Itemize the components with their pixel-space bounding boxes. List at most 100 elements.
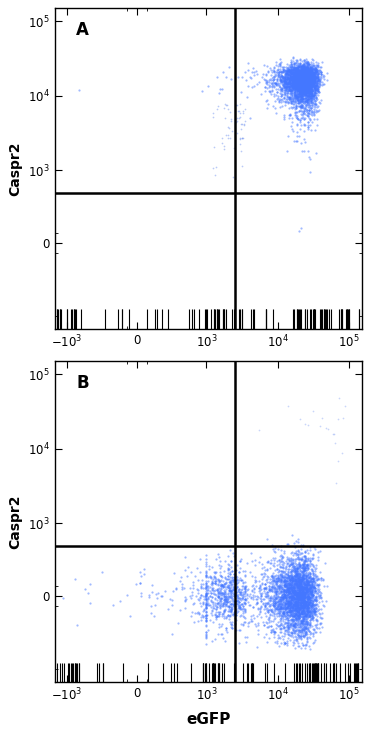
Point bbox=[300, 77, 306, 89]
Point bbox=[308, 95, 314, 107]
Point bbox=[293, 631, 299, 643]
Point bbox=[212, 577, 218, 589]
Point bbox=[267, 591, 273, 603]
Point bbox=[313, 602, 319, 614]
Point bbox=[238, 553, 244, 565]
Point bbox=[312, 82, 318, 93]
Point bbox=[296, 592, 302, 604]
Point bbox=[252, 617, 258, 629]
Point bbox=[305, 59, 311, 71]
Point bbox=[285, 62, 291, 74]
Point bbox=[302, 85, 308, 96]
Point bbox=[285, 565, 291, 577]
Point bbox=[238, 145, 244, 157]
Point bbox=[154, 592, 160, 604]
Point bbox=[302, 71, 308, 82]
Point bbox=[217, 587, 223, 599]
Point bbox=[300, 62, 306, 74]
Point bbox=[276, 583, 282, 595]
Point bbox=[307, 607, 313, 619]
Point bbox=[297, 614, 303, 626]
Point bbox=[303, 606, 309, 617]
Point bbox=[310, 71, 316, 83]
Point bbox=[296, 579, 302, 591]
Point bbox=[315, 553, 321, 565]
Point bbox=[296, 100, 302, 112]
Point bbox=[310, 79, 316, 90]
Point bbox=[292, 80, 298, 92]
Point bbox=[295, 91, 301, 103]
Point bbox=[303, 66, 309, 78]
Point bbox=[295, 112, 300, 124]
Point bbox=[308, 94, 314, 106]
Point bbox=[296, 88, 302, 100]
Point bbox=[310, 79, 316, 90]
Point bbox=[303, 581, 309, 593]
Point bbox=[279, 66, 285, 78]
Point bbox=[287, 595, 293, 607]
Point bbox=[296, 577, 302, 589]
Point bbox=[307, 616, 313, 628]
Point bbox=[292, 70, 298, 82]
Point bbox=[279, 89, 285, 101]
Point bbox=[296, 598, 302, 609]
Point bbox=[304, 66, 310, 78]
Point bbox=[293, 569, 299, 581]
Point bbox=[278, 57, 283, 68]
Point bbox=[309, 72, 315, 84]
Point bbox=[270, 582, 276, 594]
Point bbox=[280, 109, 286, 121]
Point bbox=[300, 87, 306, 98]
Point bbox=[303, 72, 309, 84]
Point bbox=[257, 605, 263, 617]
Point bbox=[236, 599, 242, 611]
Point bbox=[299, 78, 305, 90]
Point bbox=[297, 592, 303, 603]
Point bbox=[303, 578, 309, 590]
Point bbox=[294, 578, 300, 590]
Point bbox=[297, 597, 303, 609]
Point bbox=[301, 73, 307, 85]
Point bbox=[304, 573, 310, 585]
Point bbox=[283, 578, 289, 589]
Point bbox=[312, 82, 317, 93]
Point bbox=[305, 71, 311, 83]
Point bbox=[314, 75, 320, 87]
Point bbox=[293, 74, 299, 85]
Point bbox=[309, 65, 315, 77]
Point bbox=[286, 84, 292, 96]
Point bbox=[307, 71, 313, 83]
Point bbox=[310, 68, 316, 80]
Point bbox=[281, 92, 287, 104]
Point bbox=[301, 74, 307, 86]
Point bbox=[308, 68, 314, 79]
Point bbox=[301, 589, 307, 601]
Point bbox=[306, 610, 312, 622]
Point bbox=[209, 584, 215, 595]
Point bbox=[300, 81, 306, 93]
Point bbox=[309, 68, 315, 79]
Point bbox=[285, 68, 290, 80]
Point bbox=[305, 78, 311, 90]
Point bbox=[291, 619, 297, 631]
Point bbox=[309, 90, 315, 102]
Point bbox=[295, 68, 301, 80]
Point bbox=[291, 75, 297, 87]
Point bbox=[299, 78, 305, 90]
Point bbox=[301, 591, 307, 603]
Point bbox=[285, 623, 290, 634]
Point bbox=[307, 153, 313, 165]
Point bbox=[238, 603, 244, 615]
Point bbox=[204, 594, 209, 606]
Point bbox=[242, 576, 248, 588]
Point bbox=[222, 635, 228, 647]
Point bbox=[301, 79, 307, 91]
Point bbox=[215, 583, 221, 595]
Point bbox=[299, 562, 305, 574]
Point bbox=[285, 589, 291, 600]
Point bbox=[283, 597, 289, 609]
Point bbox=[310, 580, 316, 592]
Point bbox=[305, 84, 311, 96]
Point bbox=[305, 591, 311, 603]
Point bbox=[258, 581, 263, 593]
